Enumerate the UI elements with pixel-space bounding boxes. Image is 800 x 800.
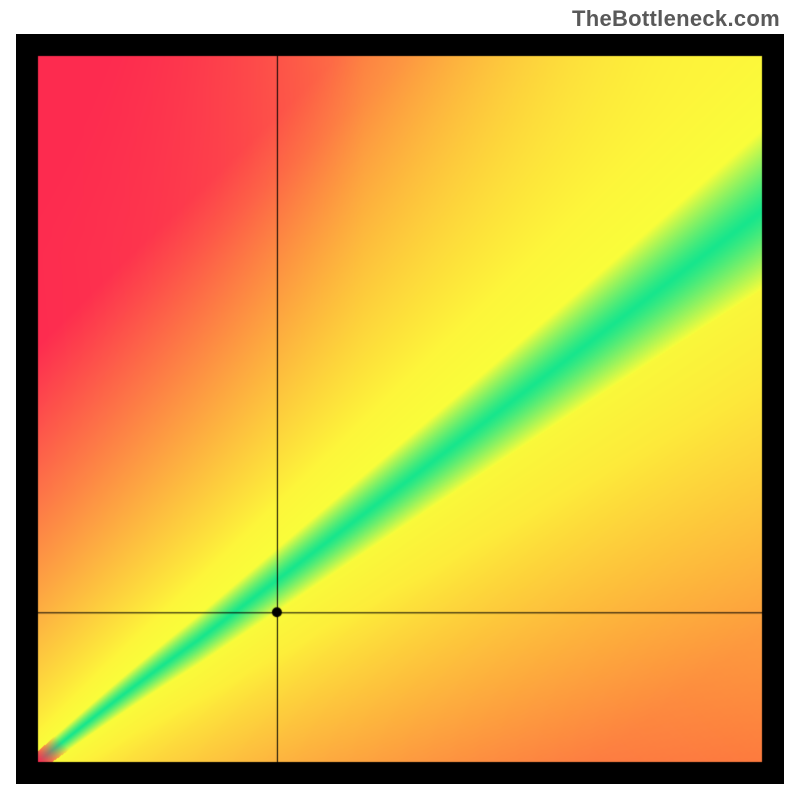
watermark-text: TheBottleneck.com bbox=[572, 6, 780, 32]
heatmap-plot bbox=[16, 34, 784, 784]
